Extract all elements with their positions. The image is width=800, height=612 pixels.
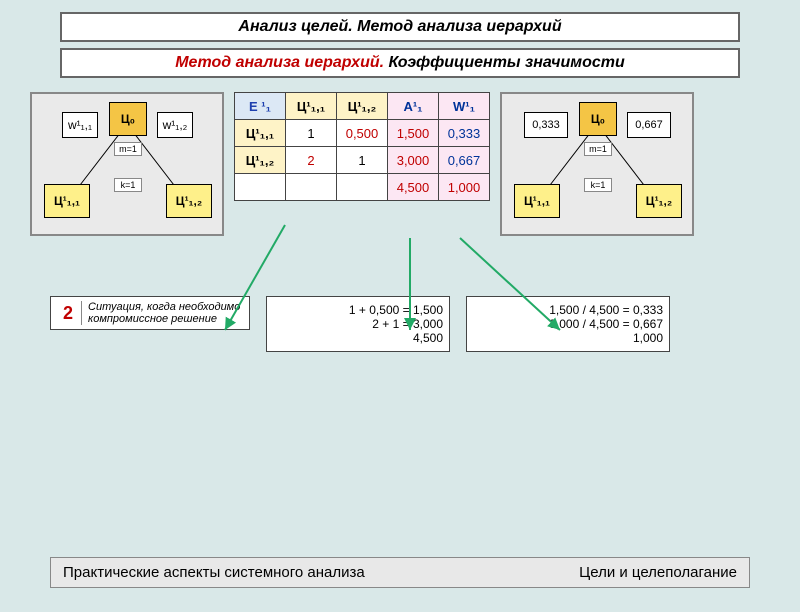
child-2-r: Ц¹₁,₂	[636, 184, 682, 218]
footer: Практические аспекты системного анализа …	[50, 557, 750, 588]
node-top: Ц₀	[109, 102, 147, 136]
cell-1-a: 1,500	[388, 120, 439, 147]
th-c12: Ц¹₁,₂	[337, 93, 388, 120]
title-main: Анализ целей. Метод анализа иерархий	[60, 12, 740, 42]
note-number: 2	[55, 303, 81, 324]
m-label: m=1	[114, 142, 142, 156]
th-e: E ¹₁	[235, 93, 286, 120]
calc1-line2: 2 + 1 = 3,000	[273, 317, 443, 331]
calc1-line3: 4,500	[273, 331, 443, 345]
calc2-line2: 3,000 / 4,500 = 0,667	[473, 317, 663, 331]
cell-1-2: 0,500	[337, 120, 388, 147]
r3-empty2	[286, 174, 337, 201]
note-text: Ситуация, когда необходимо компромиссное…	[81, 301, 245, 325]
r2-label: Ц¹₁,₂	[235, 147, 286, 174]
k-label-r: k=1	[584, 178, 612, 192]
comparison-table-wrap: E ¹₁ Ц¹₁,₁ Ц¹₁,₂ A¹₁ W¹₁ Ц¹₁,₁ 1 0,500 1…	[234, 92, 490, 201]
cell-2-w: 0,667	[439, 147, 490, 174]
th-w: W¹₁	[439, 93, 490, 120]
tree-left: Ц₀ w¹₁,₁ w¹₁,₂ m=1 k=1 Ц¹₁,₁ Ц¹₁,₂	[30, 92, 224, 236]
cell-1-1: 1	[286, 120, 337, 147]
cell-2-a: 3,000	[388, 147, 439, 174]
cell-1-w: 0,333	[439, 120, 490, 147]
k-label: k=1	[114, 178, 142, 192]
footer-right: Цели и целеполагание	[579, 564, 737, 581]
weight-right: w¹₁,₂	[157, 112, 193, 138]
weight-right-r: 0,667	[627, 112, 671, 138]
r3-empty3	[337, 174, 388, 201]
weight-left-r: 0,333	[524, 112, 568, 138]
node-top-r: Ц₀	[579, 102, 617, 136]
cell-2-2: 1	[337, 147, 388, 174]
calc2-line1: 1,500 / 4,500 = 0,333	[473, 303, 663, 317]
title-sub: Метод анализа иерархий. Коэффициенты зна…	[60, 48, 740, 78]
comparison-table: E ¹₁ Ц¹₁,₁ Ц¹₁,₂ A¹₁ W¹₁ Ц¹₁,₁ 1 0,500 1…	[234, 92, 490, 201]
tree-right: Ц₀ 0,333 0,667 m=1 k=1 Ц¹₁,₁ Ц¹₁,₂	[500, 92, 694, 236]
calc-sum-box: 1 + 0,500 = 1,500 2 + 1 = 3,000 4,500	[266, 296, 450, 352]
calc2-line3: 1,000	[473, 331, 663, 345]
footer-left: Практические аспекты системного анализа	[63, 564, 365, 581]
cell-2-1: 2	[286, 147, 337, 174]
r1-label: Ц¹₁,₁	[235, 120, 286, 147]
child-1-r: Ц¹₁,₁	[514, 184, 560, 218]
note-box: 2 Ситуация, когда необходимо компромиссн…	[50, 296, 250, 330]
calc-norm-box: 1,500 / 4,500 = 0,333 3,000 / 4,500 = 0,…	[466, 296, 670, 352]
child-1: Ц¹₁,₁	[44, 184, 90, 218]
cell-3-a: 4,500	[388, 174, 439, 201]
m-label-r: m=1	[584, 142, 612, 156]
weight-left: w¹₁,₁	[62, 112, 98, 138]
child-2: Ц¹₁,₂	[166, 184, 212, 218]
th-a: A¹₁	[388, 93, 439, 120]
th-c11: Ц¹₁,₁	[286, 93, 337, 120]
calc1-line1: 1 + 0,500 = 1,500	[273, 303, 443, 317]
r3-empty1	[235, 174, 286, 201]
cell-3-w: 1,000	[439, 174, 490, 201]
subtitle-black: Коэффициенты значимости	[389, 54, 625, 71]
subtitle-red: Метод анализа иерархий.	[175, 54, 384, 71]
